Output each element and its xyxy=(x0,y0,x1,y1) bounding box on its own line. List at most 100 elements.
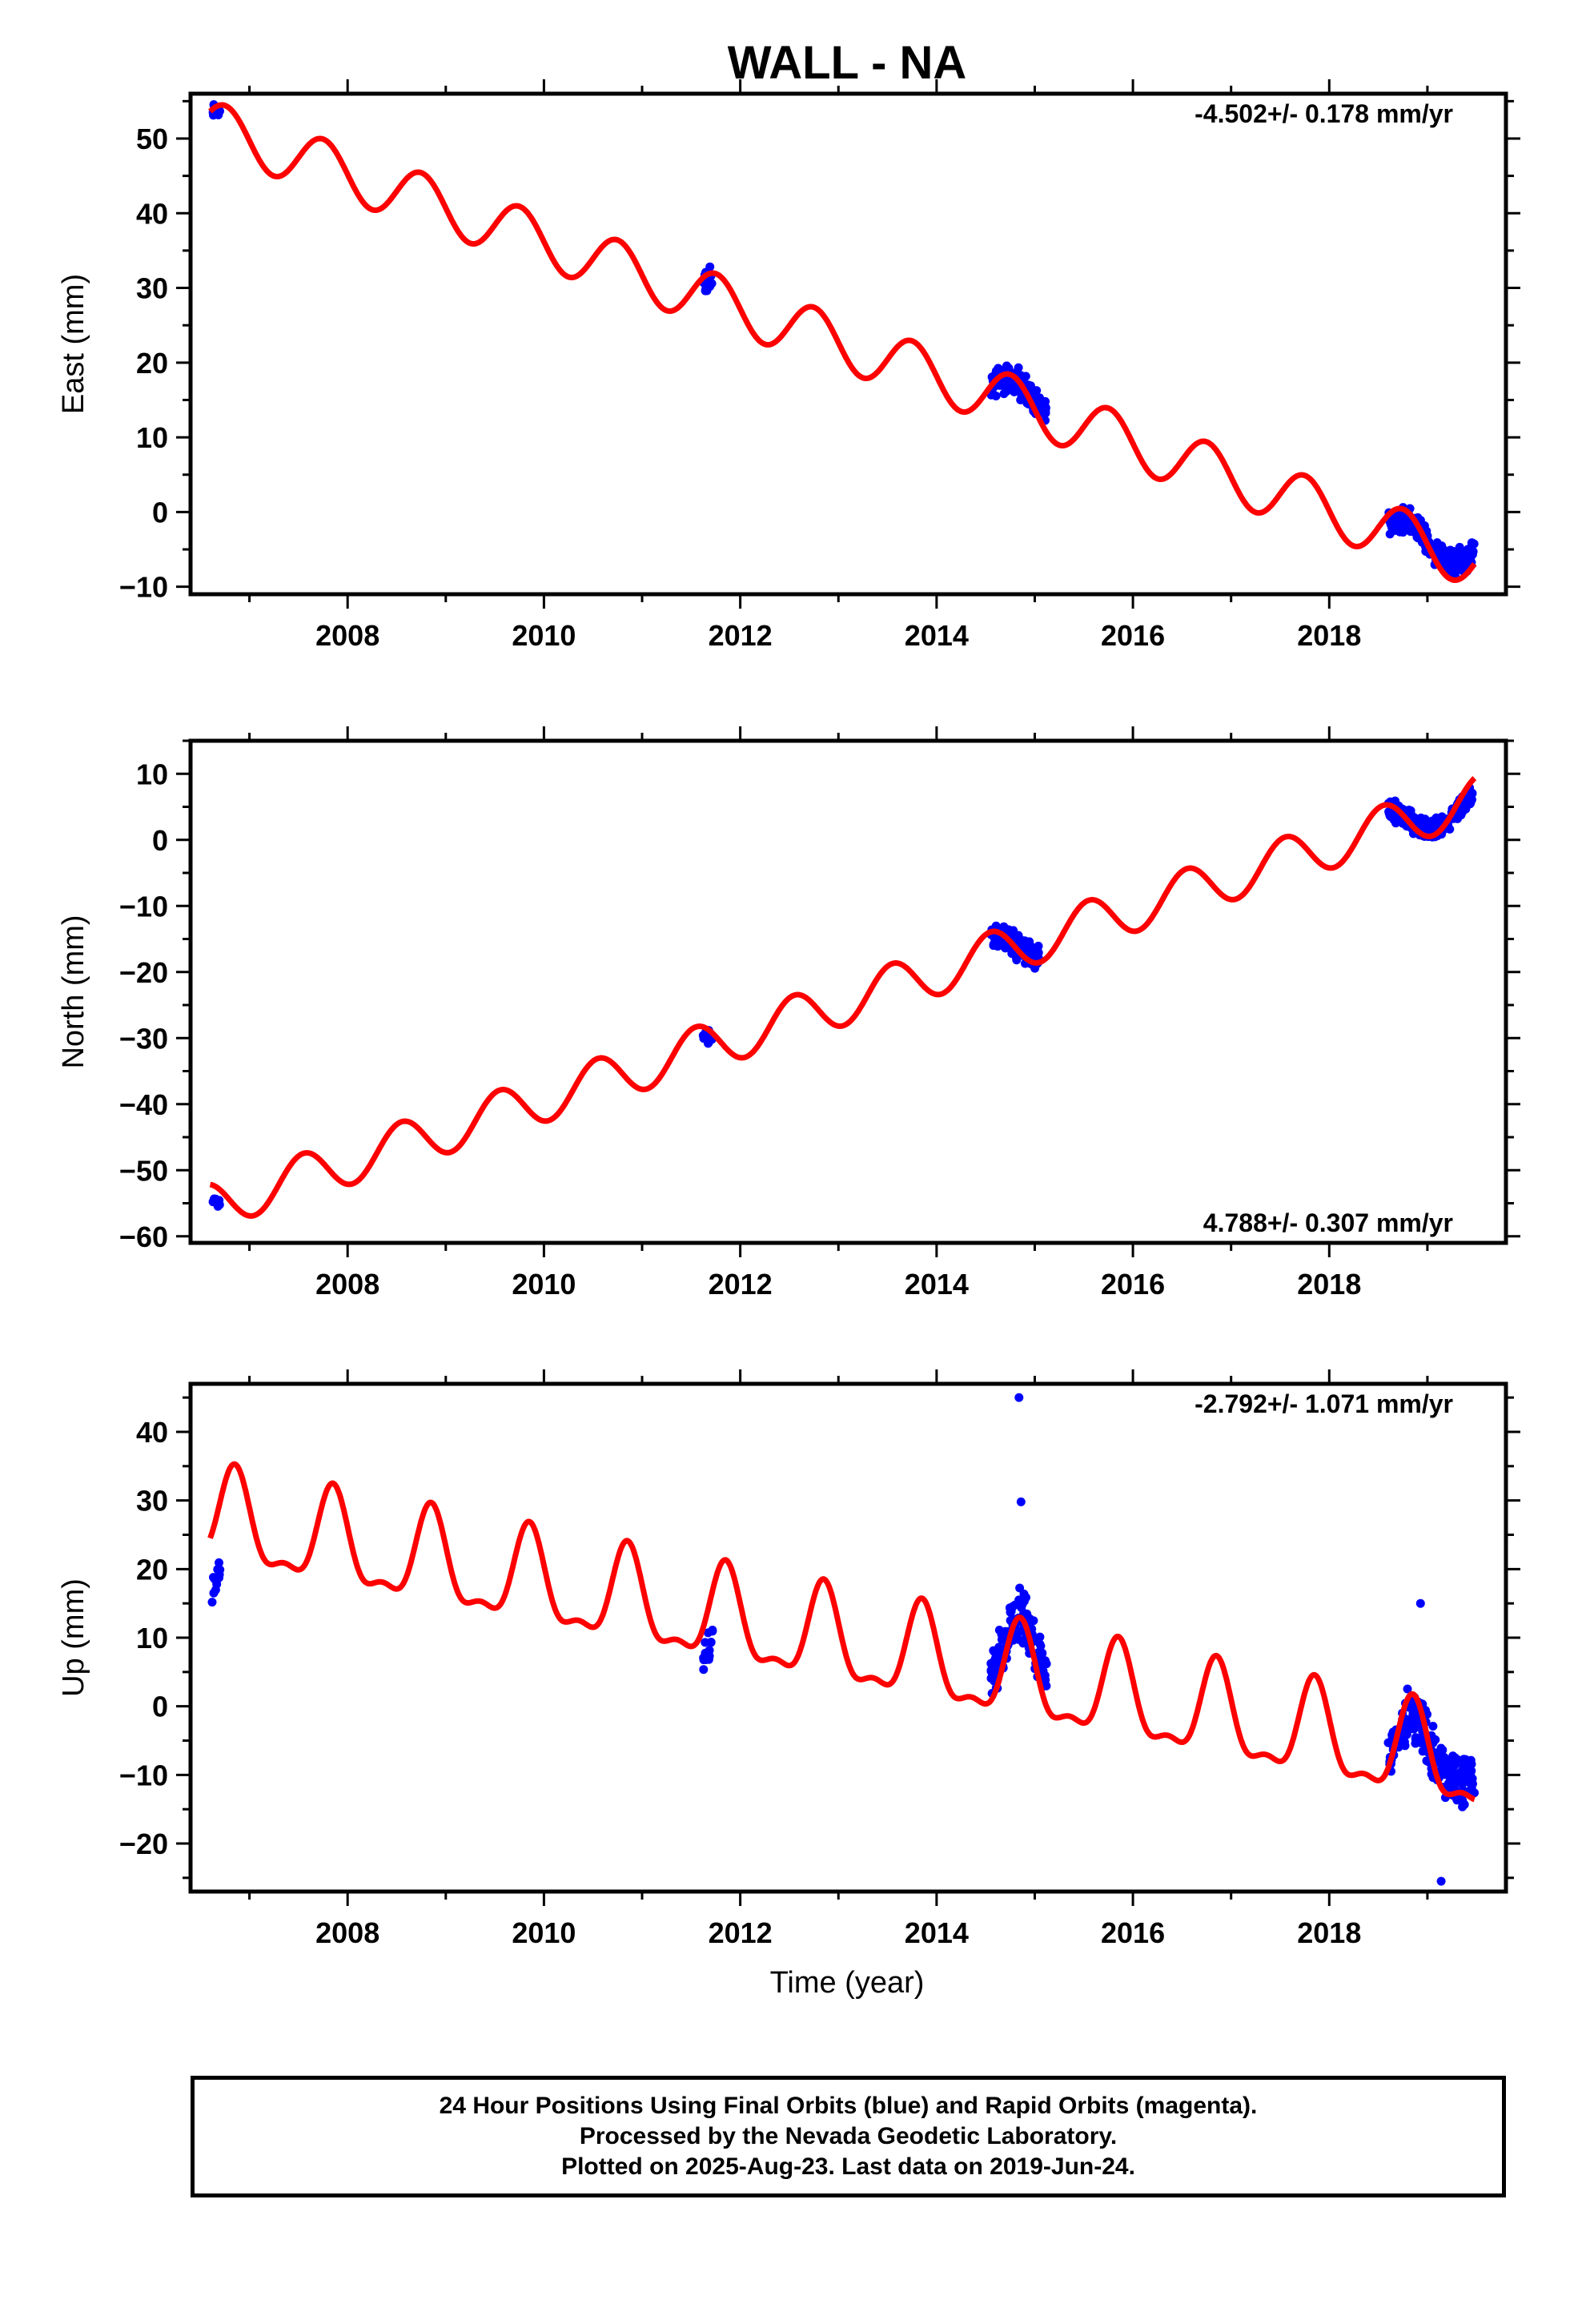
data-point xyxy=(1468,549,1477,559)
footer-line-3: Plotted on 2025-Aug-23. Last data on 201… xyxy=(561,2153,1135,2180)
figure-title: WALL - NA xyxy=(728,37,967,89)
model-curve xyxy=(209,776,1477,1219)
plot-frame xyxy=(188,91,1508,597)
x-tick-label: 2014 xyxy=(905,1268,969,1301)
plot-frame xyxy=(188,738,1508,1245)
data-point xyxy=(1411,1711,1421,1721)
data-point xyxy=(986,1666,996,1675)
data-point-outlier xyxy=(1016,1497,1026,1506)
data-point xyxy=(1455,542,1464,552)
data-point xyxy=(1022,941,1030,950)
data-point xyxy=(1460,1755,1470,1764)
footer-line-1: 24 Hour Positions Using Final Orbits (bl… xyxy=(439,2093,1258,2119)
y-tick-label: 0 xyxy=(152,496,168,529)
y-tick-label: 10 xyxy=(136,758,168,790)
x-tick-label: 2008 xyxy=(315,1268,379,1301)
data-point-outlier xyxy=(1415,1598,1425,1608)
y-tick-label: −10 xyxy=(119,890,168,923)
y-tick-label: −20 xyxy=(119,956,168,989)
data-point xyxy=(1465,1778,1475,1787)
data-point xyxy=(1450,1753,1460,1763)
data-point xyxy=(1014,1595,1024,1605)
data-point xyxy=(207,1598,217,1607)
data-point xyxy=(1002,362,1011,372)
data-point xyxy=(994,1642,1004,1652)
data-point xyxy=(1003,378,1013,388)
model-curve xyxy=(207,1461,1476,1803)
data-point xyxy=(1416,1738,1426,1747)
data-point xyxy=(1036,1641,1046,1651)
data-point-outlier xyxy=(1436,1876,1446,1886)
y-tick-label: 50 xyxy=(136,123,168,155)
x-tick-label: 2014 xyxy=(905,619,969,652)
data-point xyxy=(215,1558,223,1567)
y-tick-label: −60 xyxy=(119,1220,168,1253)
data-point xyxy=(1404,806,1414,814)
data-point xyxy=(698,1031,708,1040)
data-point xyxy=(1403,1684,1412,1694)
data-point xyxy=(1449,562,1459,572)
data-point xyxy=(1001,1626,1010,1636)
data-point xyxy=(1399,517,1409,526)
x-tick-label: 2012 xyxy=(709,619,773,652)
y-tick-label: −10 xyxy=(119,571,168,604)
velocity-label: 4.788+/- 0.307 mm/yr xyxy=(1203,1208,1453,1237)
x-tick-label: 2018 xyxy=(1297,1916,1361,1949)
data-point xyxy=(1464,797,1473,806)
x-tick-label: 2016 xyxy=(1101,1916,1165,1949)
panel-north: 2008 2010 2012 2014 2016 2018 −60 −50 −40 −30 −20 −… xyxy=(57,726,1520,1301)
data-point xyxy=(1019,1589,1029,1598)
data-point xyxy=(209,1588,219,1598)
y-tick-label: 0 xyxy=(152,1691,168,1723)
data-point xyxy=(702,286,712,296)
plot-frame xyxy=(188,1381,1508,1894)
y-tick-label: −20 xyxy=(119,1827,168,1860)
data-point xyxy=(1399,528,1407,537)
x-tick-label: 2012 xyxy=(709,1268,773,1301)
data-point xyxy=(1428,1722,1438,1731)
data-point xyxy=(1409,813,1419,822)
data-point xyxy=(215,1573,223,1582)
data-point xyxy=(1386,520,1395,529)
y-axis-label: North (mm) xyxy=(57,915,90,1068)
data-point xyxy=(1458,1802,1468,1811)
data-point xyxy=(1012,955,1022,965)
panel-east: 2008 2010 2012 2014 2016 2018 −10 0 10 20 30 40 50 Ea… xyxy=(57,79,1520,652)
data-point xyxy=(1421,823,1431,833)
y-tick-label: 30 xyxy=(136,272,168,305)
data-point xyxy=(213,1201,223,1211)
data-point xyxy=(1035,399,1045,408)
data-point xyxy=(1035,1632,1045,1642)
data-point xyxy=(1038,408,1048,417)
x-tick-label: 2008 xyxy=(315,1916,379,1949)
data-point xyxy=(699,1665,709,1675)
y-tick-label: 0 xyxy=(152,824,168,857)
data-point xyxy=(1005,1603,1014,1613)
data-point xyxy=(1461,804,1471,814)
data-point xyxy=(1442,555,1452,565)
y-axis-label: Up (mm) xyxy=(57,1578,90,1697)
x-tick-label: 2012 xyxy=(709,1916,773,1949)
panel-up: 2008 2010 2012 2014 2016 2018 −20 −10 0 10 20 30 40 U… xyxy=(57,1369,1520,1949)
y-axis-label: East (mm) xyxy=(57,274,90,414)
data-point xyxy=(1406,1715,1415,1725)
data-point xyxy=(1458,1765,1468,1775)
x-tick-label: 2008 xyxy=(315,619,379,652)
data-point xyxy=(1466,789,1476,798)
y-tick-label: 40 xyxy=(136,1416,168,1449)
x-tick-label: 2016 xyxy=(1101,619,1165,652)
velocity-label: -2.792+/- 1.071 mm/yr xyxy=(1195,1389,1453,1418)
x-tick-label: 2018 xyxy=(1297,619,1361,652)
data-point xyxy=(999,389,1009,399)
data-point xyxy=(1391,817,1401,826)
x-axis-label: Time (year) xyxy=(770,1966,925,2000)
data-point xyxy=(1435,1747,1444,1757)
y-tick-label: −40 xyxy=(119,1088,168,1121)
data-point xyxy=(705,262,715,271)
velocity-label: -4.502+/- 0.178 mm/yr xyxy=(1195,99,1453,128)
y-tick-label: 20 xyxy=(136,347,168,380)
data-points xyxy=(208,100,1479,581)
data-point xyxy=(215,1565,225,1574)
y-tick-label: −10 xyxy=(119,1759,168,1791)
